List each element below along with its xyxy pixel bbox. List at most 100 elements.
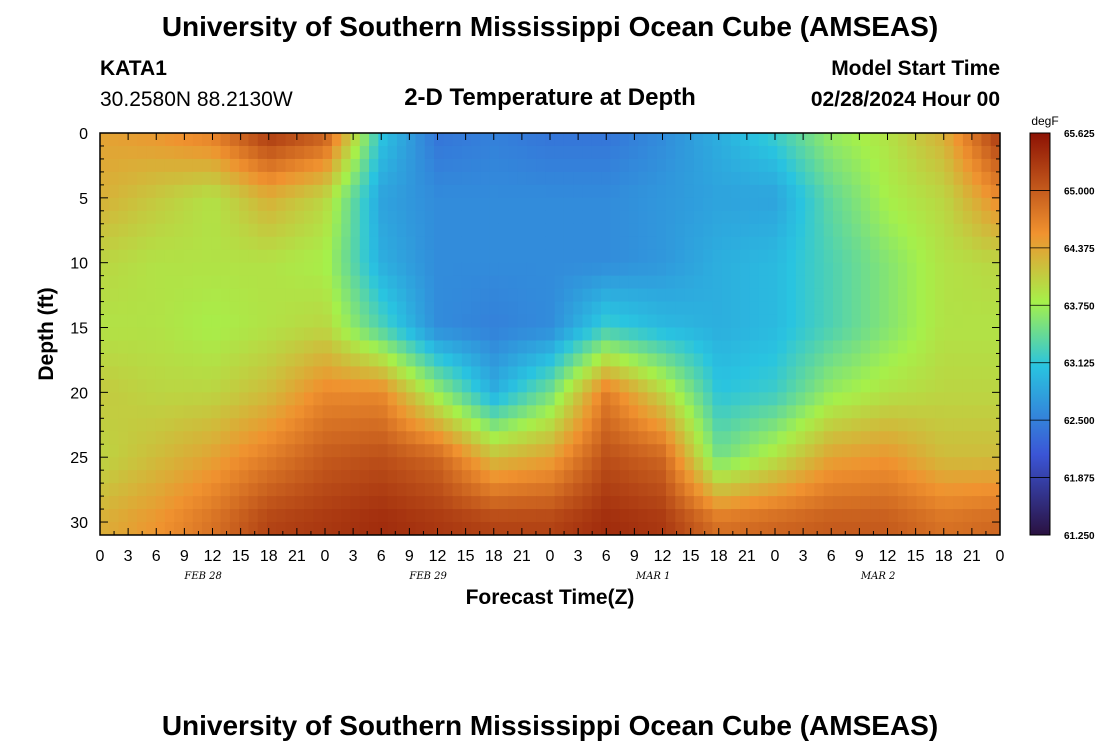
heatmap-cell	[508, 522, 519, 535]
heatmap-cell	[656, 171, 667, 186]
heatmap-cell	[554, 314, 565, 329]
heatmap-cell	[703, 431, 713, 445]
heatmap-cell	[359, 171, 370, 186]
heatmap-cell	[369, 314, 379, 329]
heatmap-cell	[174, 223, 185, 238]
heatmap-cell	[703, 444, 713, 458]
heatmap-cell	[814, 288, 825, 303]
heatmap-cell	[248, 288, 259, 303]
heatmap-cell	[768, 366, 778, 380]
heatmap-cell	[573, 249, 584, 264]
heatmap-cell	[851, 379, 862, 393]
heatmap-cell	[127, 366, 138, 380]
heatmap-cell	[304, 249, 314, 264]
heatmap-cell	[434, 171, 444, 186]
heatmap-cell	[369, 262, 379, 277]
heatmap-cell	[239, 288, 250, 303]
heatmap-cell	[183, 275, 194, 290]
heatmap-cell	[248, 262, 259, 277]
heatmap-cell	[146, 496, 157, 510]
heatmap-cell	[953, 457, 964, 471]
heatmap-cell	[944, 145, 955, 160]
heatmap-cell	[322, 184, 333, 199]
heatmap-cell	[619, 184, 630, 199]
plot-title: 2-D Temperature at Depth	[404, 84, 696, 111]
heatmap-cell	[712, 496, 723, 510]
heatmap-cell	[434, 249, 444, 264]
heatmap-cell	[229, 223, 240, 238]
heatmap-cell	[359, 275, 370, 290]
heatmap-cell	[526, 444, 537, 458]
heatmap-cell	[814, 197, 825, 212]
heatmap-cell	[146, 197, 157, 212]
heatmap-cell	[981, 171, 992, 186]
heatmap-cell	[675, 158, 686, 173]
heatmap-cell	[498, 340, 509, 355]
heatmap-cell	[795, 379, 806, 393]
heatmap-cell	[322, 171, 333, 186]
heatmap-cell	[758, 509, 769, 523]
heatmap-cell	[925, 275, 936, 290]
heatmap-cell	[517, 158, 528, 173]
heatmap-cell	[461, 197, 472, 212]
heatmap-cell	[304, 236, 314, 251]
heatmap-cell	[888, 509, 899, 523]
heatmap-cell	[638, 496, 649, 510]
heatmap-cell	[294, 184, 305, 199]
heatmap-cell	[665, 288, 676, 303]
heatmap-cell	[777, 496, 788, 510]
heatmap-cell	[378, 197, 389, 212]
heatmap-cell	[879, 392, 890, 406]
heatmap-cell	[202, 444, 212, 458]
heatmap-cell	[137, 405, 147, 419]
heatmap-cell	[832, 340, 843, 355]
heatmap-cell	[916, 522, 927, 535]
heatmap-cell	[480, 379, 491, 393]
heatmap-cell	[471, 288, 482, 303]
heatmap-cell	[183, 210, 194, 225]
heatmap-cell	[304, 418, 314, 432]
heatmap-cell	[424, 379, 435, 393]
heatmap-cell	[285, 496, 296, 510]
heatmap-cell	[981, 444, 992, 458]
heatmap-cell	[582, 457, 593, 471]
heatmap-cell	[471, 431, 482, 445]
heatmap-cell	[489, 236, 500, 251]
heatmap-cell	[192, 340, 203, 355]
heatmap-cell	[211, 262, 222, 277]
heatmap-cell	[508, 379, 519, 393]
heatmap-cell	[304, 522, 314, 535]
heatmap-cell	[536, 340, 546, 355]
heatmap-cell	[740, 353, 751, 368]
heatmap-cell	[582, 392, 593, 406]
heatmap-cell	[331, 340, 342, 355]
heatmap-cell	[907, 431, 918, 445]
heatmap-cell	[517, 301, 528, 316]
heatmap-cell	[795, 366, 806, 380]
heatmap-cell	[703, 145, 713, 160]
heatmap-cell	[545, 171, 556, 186]
heatmap-cell	[628, 522, 639, 535]
heatmap-cell	[443, 275, 454, 290]
heatmap-cell	[860, 379, 871, 393]
heatmap-cell	[387, 210, 398, 225]
heatmap-cell	[721, 379, 732, 393]
heatmap-cell	[257, 444, 268, 458]
heatmap-cell	[758, 171, 769, 186]
heatmap-cell	[851, 418, 862, 432]
heatmap-cell	[721, 145, 732, 160]
heatmap-cell	[304, 288, 314, 303]
heatmap-cell	[749, 184, 760, 199]
heatmap-cell	[443, 431, 454, 445]
heatmap-cell	[461, 457, 472, 471]
heatmap-cell	[257, 366, 268, 380]
heatmap-cell	[916, 444, 927, 458]
heatmap-cell	[350, 483, 361, 497]
heatmap-cell	[202, 379, 212, 393]
heatmap-cell	[805, 496, 816, 510]
heatmap-cell	[573, 327, 584, 342]
heatmap-cell	[721, 262, 732, 277]
heatmap-cell	[424, 509, 435, 523]
heatmap-cell	[211, 184, 222, 199]
heatmap-cell	[768, 133, 778, 147]
